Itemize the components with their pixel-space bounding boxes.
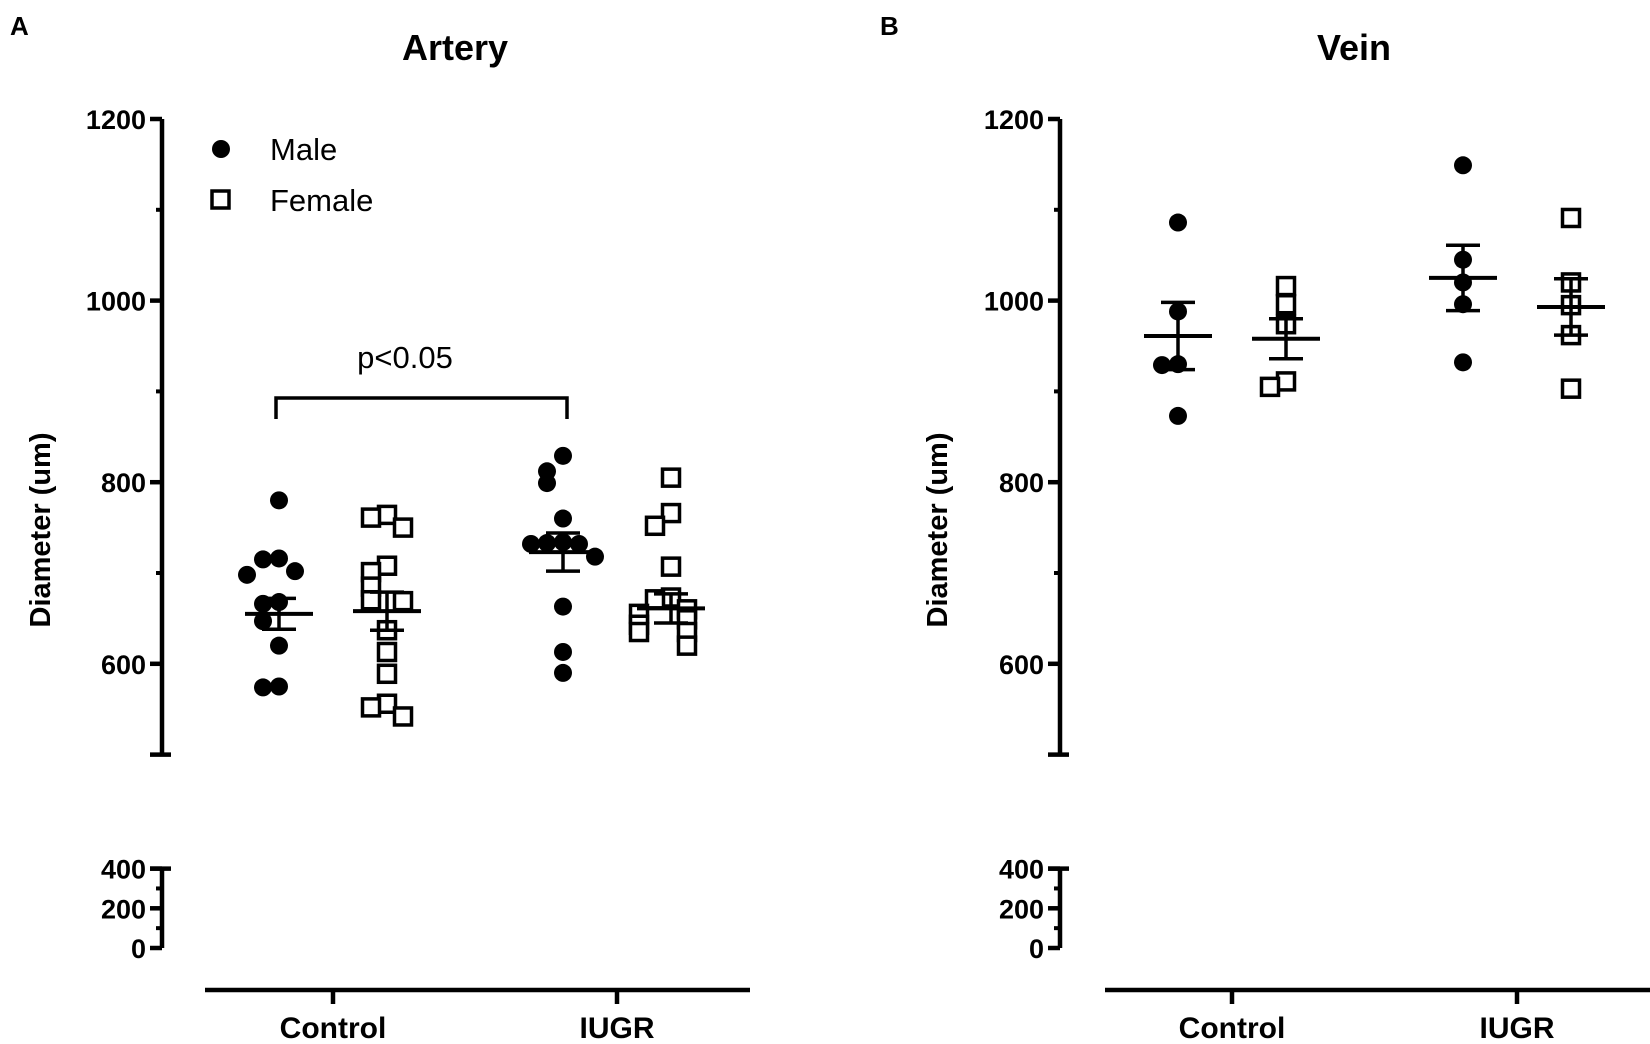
data-point-control-female	[1275, 293, 1297, 315]
data-point-control-female	[392, 517, 414, 538]
data-point-control-female	[360, 697, 382, 718]
legend-female-label: Female	[270, 183, 373, 218]
panel-b: B Vein Diameter (um) 0 200 400 600 800 1000 12…	[880, 11, 1650, 1044]
data-point-iugr-female	[1560, 378, 1582, 399]
y-axis-label-vein: Diameter (um)	[922, 433, 954, 628]
data-point-iugr-female	[660, 556, 682, 577]
data-point-control-male	[286, 562, 304, 581]
data-point-iugr-male	[1454, 353, 1472, 372]
y-tick-label: 1000	[86, 287, 146, 317]
data-point-control-female	[1259, 376, 1281, 398]
data-point-control-male	[238, 565, 256, 584]
data-point-control-male	[1169, 213, 1187, 232]
data-point-iugr-female	[676, 635, 698, 656]
data-point-control-female	[360, 507, 382, 528]
y-tick-label: 400	[101, 855, 146, 885]
data-point-control-male	[270, 677, 288, 696]
data-point-iugr-male	[570, 534, 588, 553]
data-point-control-male	[254, 550, 272, 569]
data-point-control-male	[270, 491, 288, 510]
data-point-control-female	[376, 663, 398, 685]
x-tick-label: Control	[280, 1012, 387, 1044]
data-point-iugr-male	[554, 509, 572, 528]
y-tick-label: 800	[999, 468, 1044, 498]
panel-a: A Artery Diameter (um) Male Female p<0.0…	[10, 11, 750, 1044]
data-point-iugr-male	[554, 663, 572, 682]
y-tick-label: 0	[131, 934, 146, 964]
legend-male-label: Male	[270, 132, 337, 167]
legend-female-marker	[210, 189, 231, 210]
data-point-iugr-male	[554, 642, 572, 661]
data-point-iugr-female	[660, 502, 682, 524]
data-point-iugr-male	[538, 534, 556, 553]
data-point-iugr-male	[554, 446, 572, 465]
data-point-iugr-male	[538, 474, 556, 493]
data-point-control-male	[254, 678, 272, 697]
y-tick-label: 1200	[86, 105, 146, 135]
data-point-iugr-female	[1560, 207, 1582, 229]
data-point-iugr-male	[522, 534, 540, 553]
y-tick-label: 600	[999, 650, 1044, 680]
panel-letter-a: A	[10, 11, 29, 41]
data-point-control-male	[270, 636, 288, 655]
data-point-control-female	[376, 641, 398, 663]
data-point-control-female	[392, 590, 414, 612]
data-point-control-female	[360, 589, 382, 611]
data-point-control-male	[270, 549, 288, 568]
significance-bracket	[274, 396, 569, 419]
y-tick-label: 800	[101, 468, 146, 498]
x-tick-label: Control	[1179, 1012, 1286, 1044]
data-point-iugr-male	[554, 597, 572, 616]
data-point-iugr-male	[1454, 156, 1472, 175]
data-point-control-male	[1169, 406, 1187, 425]
x-tick-label: IUGR	[580, 1012, 655, 1044]
data-point-iugr-female	[628, 621, 650, 643]
legend-male-marker	[212, 140, 230, 158]
data-point-iugr-female	[660, 467, 682, 488]
data-point-control-male	[1153, 356, 1171, 375]
data-point-control-male	[254, 612, 272, 631]
x-tick-label: IUGR	[1480, 1012, 1555, 1044]
y-tick-label: 200	[101, 894, 146, 924]
y-tick-label: 1000	[984, 287, 1044, 317]
y-tick-label: 600	[101, 650, 146, 680]
data-point-iugr-female	[644, 515, 666, 537]
data-point-control-female	[1275, 275, 1297, 297]
significance-label: p<0.05	[357, 340, 453, 375]
chart-title-artery: Artery	[402, 27, 508, 68]
legend: Male Female	[210, 132, 373, 218]
y-tick-label: 1200	[984, 105, 1044, 135]
y-axis-label-artery: Diameter (um)	[25, 433, 57, 628]
y-tick-label: 400	[999, 855, 1044, 885]
significance-annotation: p<0.05	[274, 340, 569, 419]
chart-title-vein: Vein	[1317, 27, 1391, 68]
data-point-control-female	[392, 706, 414, 727]
y-tick-label: 200	[999, 894, 1044, 924]
y-tick-label: 0	[1029, 934, 1044, 964]
panel-letter-b: B	[880, 11, 899, 41]
